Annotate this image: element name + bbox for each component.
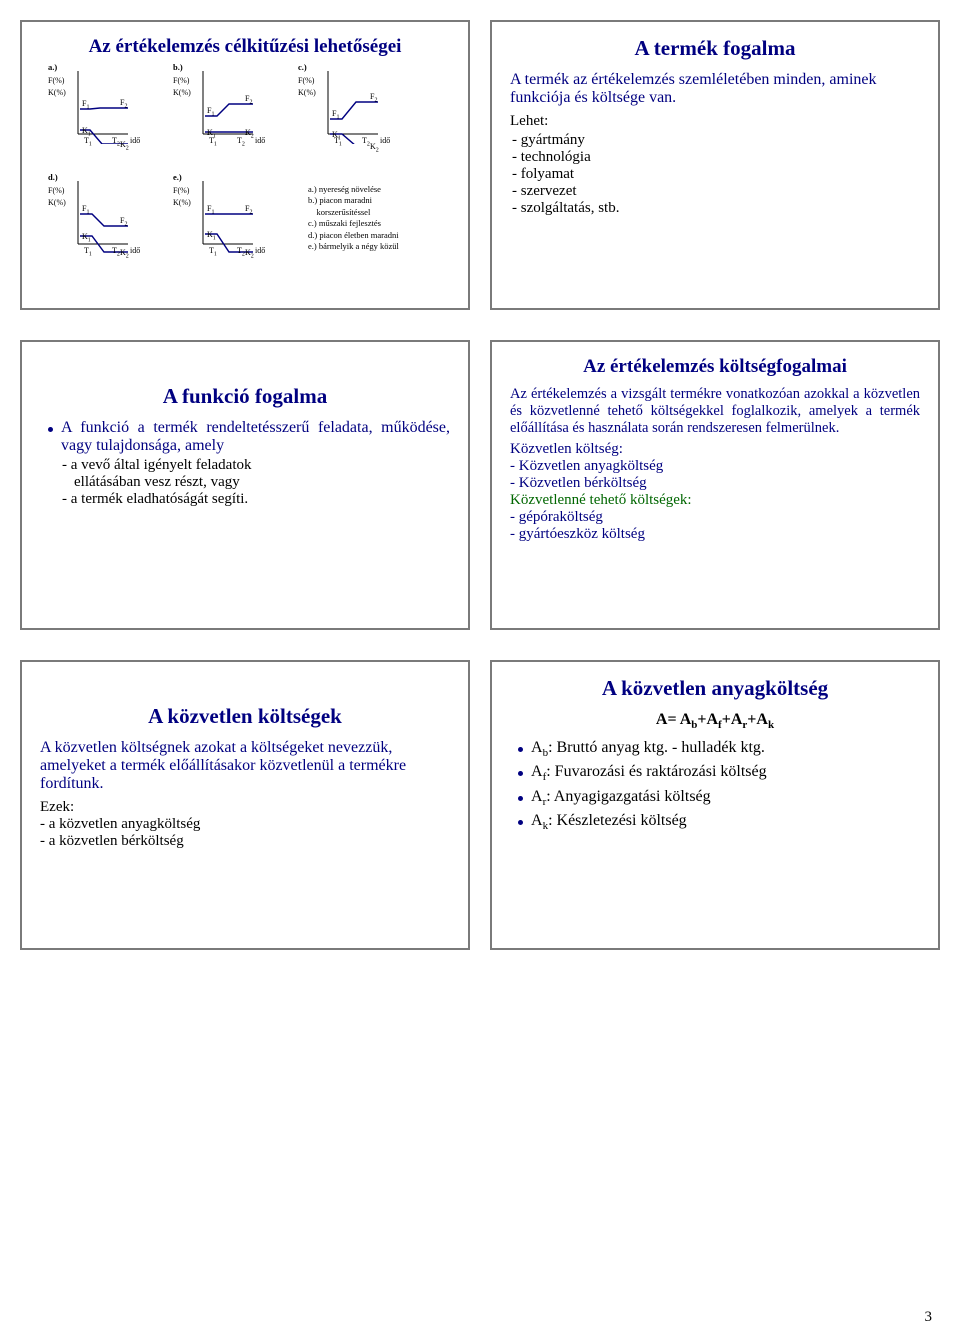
slide2-item: - folyamat — [512, 166, 920, 183]
slide3-title: A funkció fogalma — [40, 384, 450, 409]
slide2-title: A termék fogalma — [510, 36, 920, 61]
slide2-item: - szolgáltatás, stb. — [512, 200, 920, 217]
slide-function-concept: A funkció fogalma A funkció a termék ren… — [20, 340, 470, 630]
page-number: 3 — [925, 1309, 933, 1326]
slide-material-cost: A közvetlen anyagköltség A= Ab+Af+Ar+Ak … — [490, 660, 940, 950]
slide5-i2: - a közvetlen bérköltség — [40, 833, 450, 850]
slide4-title: Az értékelemzés költségfogalmai — [510, 356, 920, 378]
slide3-l2: ellátásában vesz részt, vagy — [74, 474, 450, 491]
slide6-title: A közvetlen anyagköltség — [510, 676, 920, 701]
slide1-title: Az értékelemzés célkitűzési lehetőségei — [40, 36, 450, 58]
slide4-i2: - Közvetlen bérköltség — [510, 475, 920, 492]
slide6-item: Ar: Anyagigazgatási költség — [518, 788, 920, 808]
slide5-title: A közvetlen költségek — [40, 704, 450, 729]
mini-charts: F(%)K(%)a.)F1F2K1K2T1T2időF(%)K(%)b.)F1F… — [40, 66, 450, 296]
slide-product-concept: A termék fogalma A termék az értékelemzé… — [490, 20, 940, 310]
slide3-bullet: A funkció a termék rendeltetésszerű fela… — [48, 419, 450, 455]
slide3-l3: - a termék eladhatóságát segíti. — [62, 491, 450, 508]
slide2-item: - technológia — [512, 149, 920, 166]
slide6-item: Af: Fuvarozási és raktározási költség — [518, 763, 920, 783]
slide-charts: Az értékelemzés célkitűzési lehetőségei … — [20, 20, 470, 310]
bullet-icon — [518, 820, 523, 825]
bullet-icon — [518, 771, 523, 776]
slide2-item: - gyártmány — [512, 132, 920, 149]
slide5-p1: A közvetlen költségnek azokat a költsége… — [40, 739, 450, 793]
slide-cost-concepts: Az értékelemzés költségfogalmai Az érték… — [490, 340, 940, 630]
bullet-icon — [48, 427, 53, 432]
bullet-icon — [518, 796, 523, 801]
slide5-h1: Ezek: — [40, 799, 450, 816]
slide6-item: Ab: Bruttó anyag ktg. - hulladék ktg. — [518, 739, 920, 759]
slide2-item: - szervezet — [512, 183, 920, 200]
bullet-icon — [518, 747, 523, 752]
slide4-i4: - gyártóeszköz költség — [510, 526, 920, 543]
mini-chart-c — [320, 66, 382, 144]
slide4-h2: Közvetlenné tehető költségek: — [510, 492, 920, 509]
slide5-i1: - a közvetlen anyagköltség — [40, 816, 450, 833]
slide6-formula: A= Ab+Af+Ar+Ak — [510, 711, 920, 731]
slide3-l1: - a vevő által igényelt feladatok — [62, 457, 450, 474]
slide-direct-costs: A közvetlen költségek A közvetlen költsé… — [20, 660, 470, 950]
slide4-h1: Közvetlen költség: — [510, 441, 920, 458]
mini-chart-d — [70, 176, 132, 254]
slide4-i1: - Közvetlen anyagköltség — [510, 458, 920, 475]
slide6-item: Ak: Készletezési költség — [518, 812, 920, 832]
slide2-lehet: Lehet: — [510, 113, 920, 130]
slide4-p1: Az értékelemzés a vizsgált termékre vona… — [510, 386, 920, 437]
charts-legend: a.) nyereség növeléseb.) piacon maradni … — [308, 184, 458, 253]
slide4-i3: - gépóraköltség — [510, 509, 920, 526]
slide2-lead: A termék az értékelemzés szemléletében m… — [510, 71, 920, 107]
